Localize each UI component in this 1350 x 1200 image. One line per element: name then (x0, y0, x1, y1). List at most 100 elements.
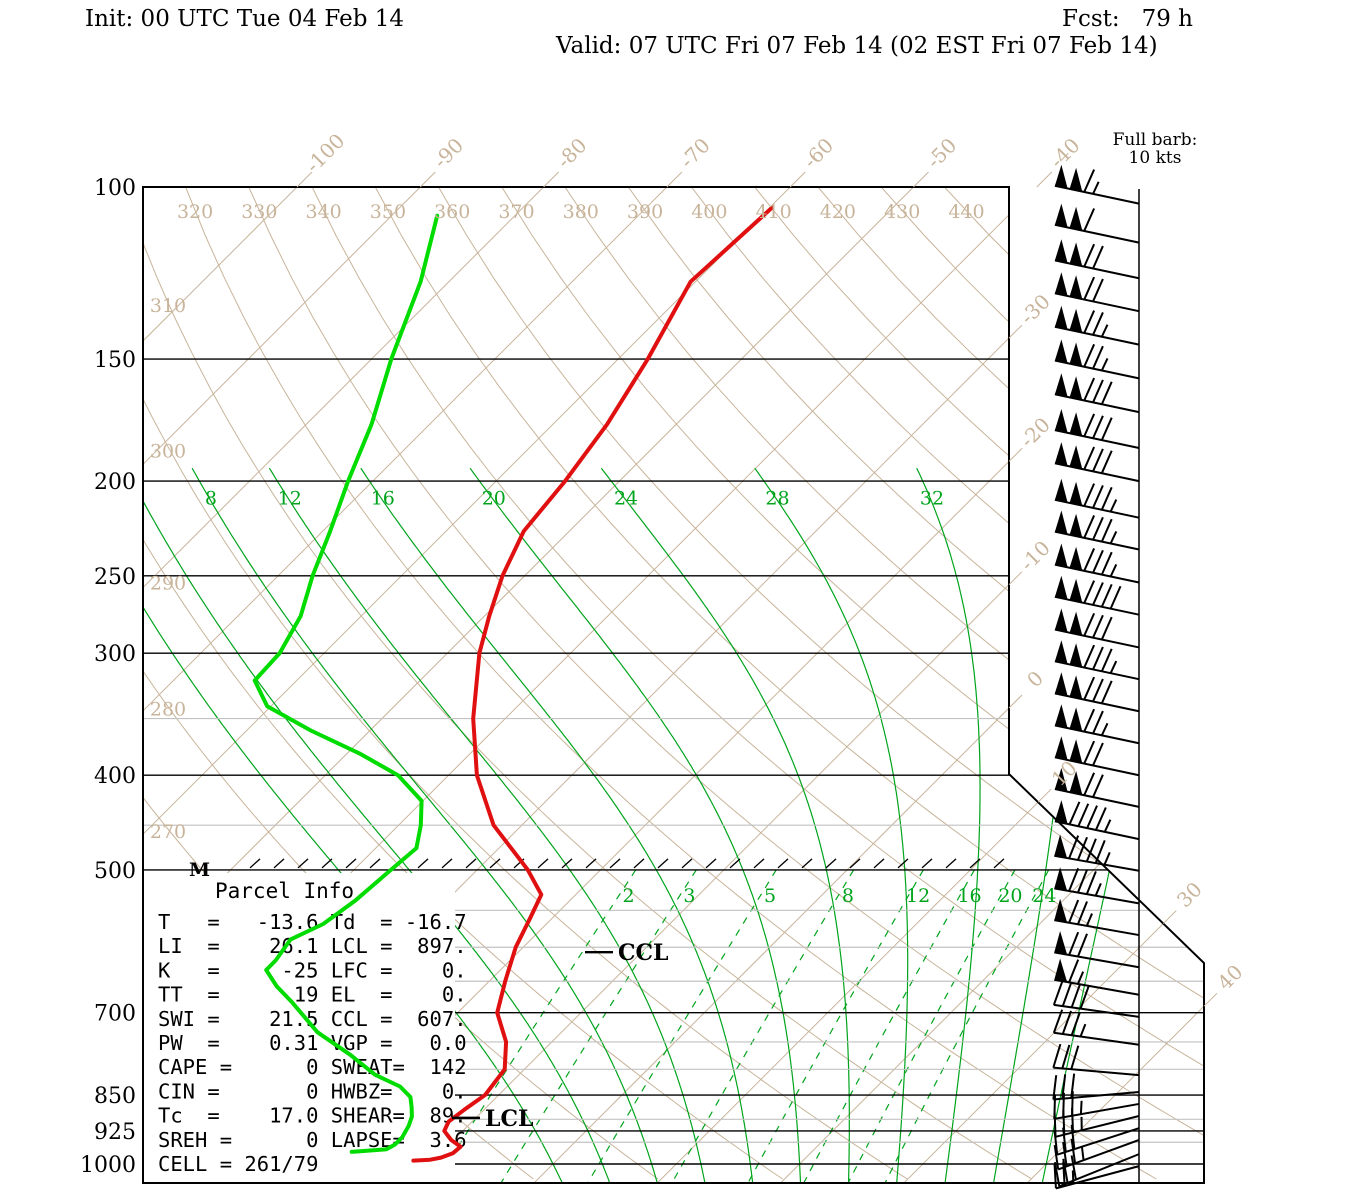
hatch-tick (561, 858, 573, 869)
hatch-tick (657, 858, 669, 869)
wind-barb (1054, 543, 1140, 584)
hatch-tick (753, 858, 765, 869)
hatch-tick (993, 858, 1005, 869)
dry-adiabat-label-top: 400 (691, 201, 727, 223)
isotherm-stub (1203, 992, 1218, 1007)
wind-barb (1054, 736, 1140, 777)
mixing-ratio-label: 24 (1032, 885, 1056, 907)
pressure-axis-label: 250 (94, 565, 136, 590)
wind-barb (1052, 1009, 1140, 1046)
moist-adiabat-line (143, 467, 611, 1183)
moist-adiabat-label: 12 (278, 488, 302, 510)
wind-barb (1054, 478, 1140, 519)
isotherm-label-top: -100 (301, 129, 350, 178)
isotherm-line (1026, 187, 1204, 1183)
dry-adiabat-line (880, 187, 1204, 1180)
wind-barb (1053, 1161, 1140, 1190)
hatch-tick (273, 858, 285, 869)
mixing-ratio-line (747, 869, 924, 1183)
parcel-info-line: TT = 19 EL = 0. (158, 983, 467, 1007)
wind-barb (1054, 575, 1140, 616)
wind-barb (1054, 608, 1140, 649)
wind-barb (1054, 704, 1140, 745)
hatch-tick (297, 858, 309, 869)
isotherm-stub (666, 171, 683, 188)
pressure-axis-label: 400 (94, 764, 136, 789)
isotherm-line (903, 187, 1204, 1183)
isotherm-line (143, 187, 914, 1183)
isotherm-label-top: -60 (798, 133, 838, 173)
wind-barb (1054, 510, 1140, 551)
isotherm-stub (1008, 448, 1023, 462)
dry-adiabat-label-top: 390 (627, 201, 663, 223)
wind-barb (1054, 640, 1140, 681)
dry-adiabat-label-left: 290 (150, 573, 186, 595)
wind-barb (1054, 672, 1140, 713)
hatch-tick (609, 858, 621, 869)
hatch-tick (681, 858, 693, 869)
pressure-axis-label: 925 (94, 1120, 136, 1145)
dry-adiabat-label-top: 320 (177, 201, 213, 223)
mixing-ratio-line (587, 869, 777, 1183)
ccl-label: CCL (618, 940, 669, 966)
dry-adiabat-line (311, 187, 1204, 1180)
hatch-tick (945, 858, 957, 869)
mixing-ratio-label: 2 (622, 885, 634, 907)
wind-barb-column (1052, 164, 1140, 1190)
wind-barb (1052, 981, 1140, 1018)
hatch-tick (537, 858, 549, 869)
isotherm-label-top: -50 (922, 133, 962, 173)
isotherm-label-top: -90 (428, 133, 468, 173)
hatch-tick (921, 858, 933, 869)
dry-adiabat-label-left: 310 (150, 295, 186, 317)
mixing-ratio-line (847, 869, 1016, 1183)
pressure-axis-label: 700 (94, 1002, 136, 1027)
moist-adiabat-line (916, 467, 981, 1183)
pressure-axis-label: 850 (94, 1084, 136, 1109)
dry-adiabat-label-top: 370 (498, 201, 534, 223)
pressure-axis-label: 200 (94, 470, 136, 495)
wind-barb (1053, 1138, 1140, 1171)
dry-adiabat-label-top: 360 (434, 201, 470, 223)
moist-adiabat-line (360, 467, 754, 1183)
parcel-info-line: CAPE = 0 SWEAT= 142 (158, 1055, 467, 1079)
isotherm-line (780, 187, 1204, 1183)
hatch-tick (777, 858, 789, 869)
isotherm-line (143, 187, 791, 1183)
wind-barb (1054, 800, 1140, 841)
wind-barb (1053, 1124, 1140, 1156)
hatch-tick (705, 858, 717, 869)
wind-barb (1054, 898, 1140, 937)
parcel-info-line: CELL = 261/79 (158, 1152, 318, 1176)
wind-barb (1054, 931, 1140, 969)
dry-adiabat-label-top: 380 (563, 201, 599, 223)
wind-barb-legend-line2: 10 kts (1128, 148, 1182, 168)
isotherm-label-top: -80 (552, 133, 592, 173)
wind-barb (1054, 305, 1140, 346)
dry-adiabat-line (691, 187, 1204, 1180)
hatch-tick (465, 858, 477, 869)
dry-adiabat-line (944, 187, 1204, 1180)
isotherm-stub (296, 171, 313, 188)
isotherm-stub (1008, 571, 1023, 586)
isotherm-label-right: -10 (1015, 536, 1055, 576)
parcel-info-title: Parcel Info (215, 879, 354, 903)
isotherm-label-right: -20 (1015, 413, 1055, 453)
pressure-axis-label: 1000 (80, 1153, 136, 1178)
parcel-info-line: PW = 0.31 VGP = 0.0 (158, 1031, 467, 1055)
moist-adiabat-label: 8 (205, 488, 217, 510)
isotherm-line (410, 187, 1204, 1183)
dry-adiabat-label-left: 280 (150, 699, 186, 721)
mixing-ratio-label: 8 (842, 885, 854, 907)
isotherm-line (143, 187, 421, 1183)
dry-adiabat-line (143, 187, 783, 1180)
dry-adiabat-line (143, 187, 908, 1180)
pressure-axis-label: 100 (94, 176, 136, 201)
dry-adiabat-label-top: 440 (948, 201, 984, 223)
mixing-ratio-line (803, 869, 975, 1183)
moist-adiabat-line (469, 467, 802, 1183)
parcel-info-line: Tc = 17.0 SHEAR= 89. (158, 1104, 467, 1128)
isotherm-line (143, 187, 544, 1183)
isotherm-line (533, 187, 1204, 1183)
